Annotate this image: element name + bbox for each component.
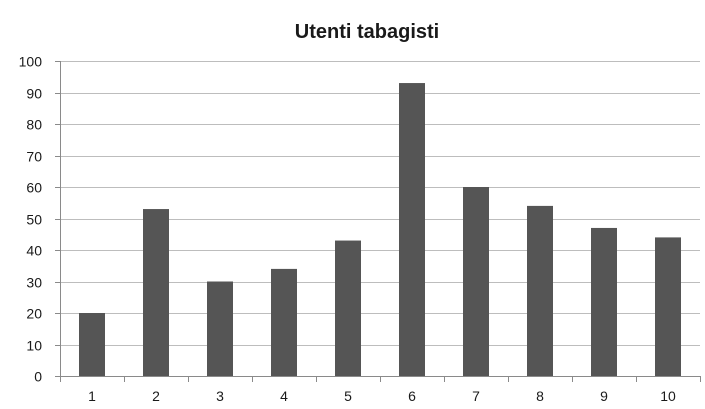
y-tick-label: 80	[26, 117, 42, 133]
bar-9	[591, 227, 617, 376]
axes	[55, 61, 701, 382]
x-tick-label: 2	[152, 388, 160, 404]
bar-4	[271, 268, 297, 376]
y-tick-label: 100	[19, 54, 43, 70]
x-tick-label: 8	[536, 388, 544, 404]
x-tick-label: 6	[408, 388, 416, 404]
bar-5	[335, 240, 361, 376]
x-tick-label: 7	[472, 388, 480, 404]
x-tick-label: 5	[344, 388, 352, 404]
y-tick-label: 40	[26, 243, 42, 259]
y-tick-label: 70	[26, 149, 42, 165]
y-tick-label: 0	[34, 369, 42, 385]
y-tick-label: 10	[26, 338, 42, 354]
bar-10	[655, 237, 681, 376]
bars	[79, 83, 681, 377]
bar-8	[527, 205, 553, 376]
x-tick-label: 1	[88, 388, 96, 404]
y-tick-label: 30	[26, 275, 42, 291]
x-tick-label: 10	[660, 388, 676, 404]
y-tick-label: 20	[26, 306, 42, 322]
y-axis-tick-labels: 0 10 20 30 40 50 60 70 80 90 100	[19, 54, 43, 385]
bar-7	[463, 187, 489, 376]
bar-1	[79, 313, 105, 376]
y-tick-label: 50	[26, 212, 42, 228]
x-tick-label: 9	[600, 388, 608, 404]
bar-3	[207, 281, 233, 376]
y-tick-label: 60	[26, 180, 42, 196]
x-axis-tick-labels: 1 2 3 4 5 6 7 8 9 10	[88, 388, 676, 404]
x-tick-label: 4	[280, 388, 288, 404]
x-tick-label: 3	[216, 388, 224, 404]
bar-2	[143, 209, 169, 376]
y-tick-label: 90	[26, 86, 42, 102]
bar-6	[399, 83, 425, 377]
chart-title: Utenti tabagisti	[295, 21, 439, 43]
